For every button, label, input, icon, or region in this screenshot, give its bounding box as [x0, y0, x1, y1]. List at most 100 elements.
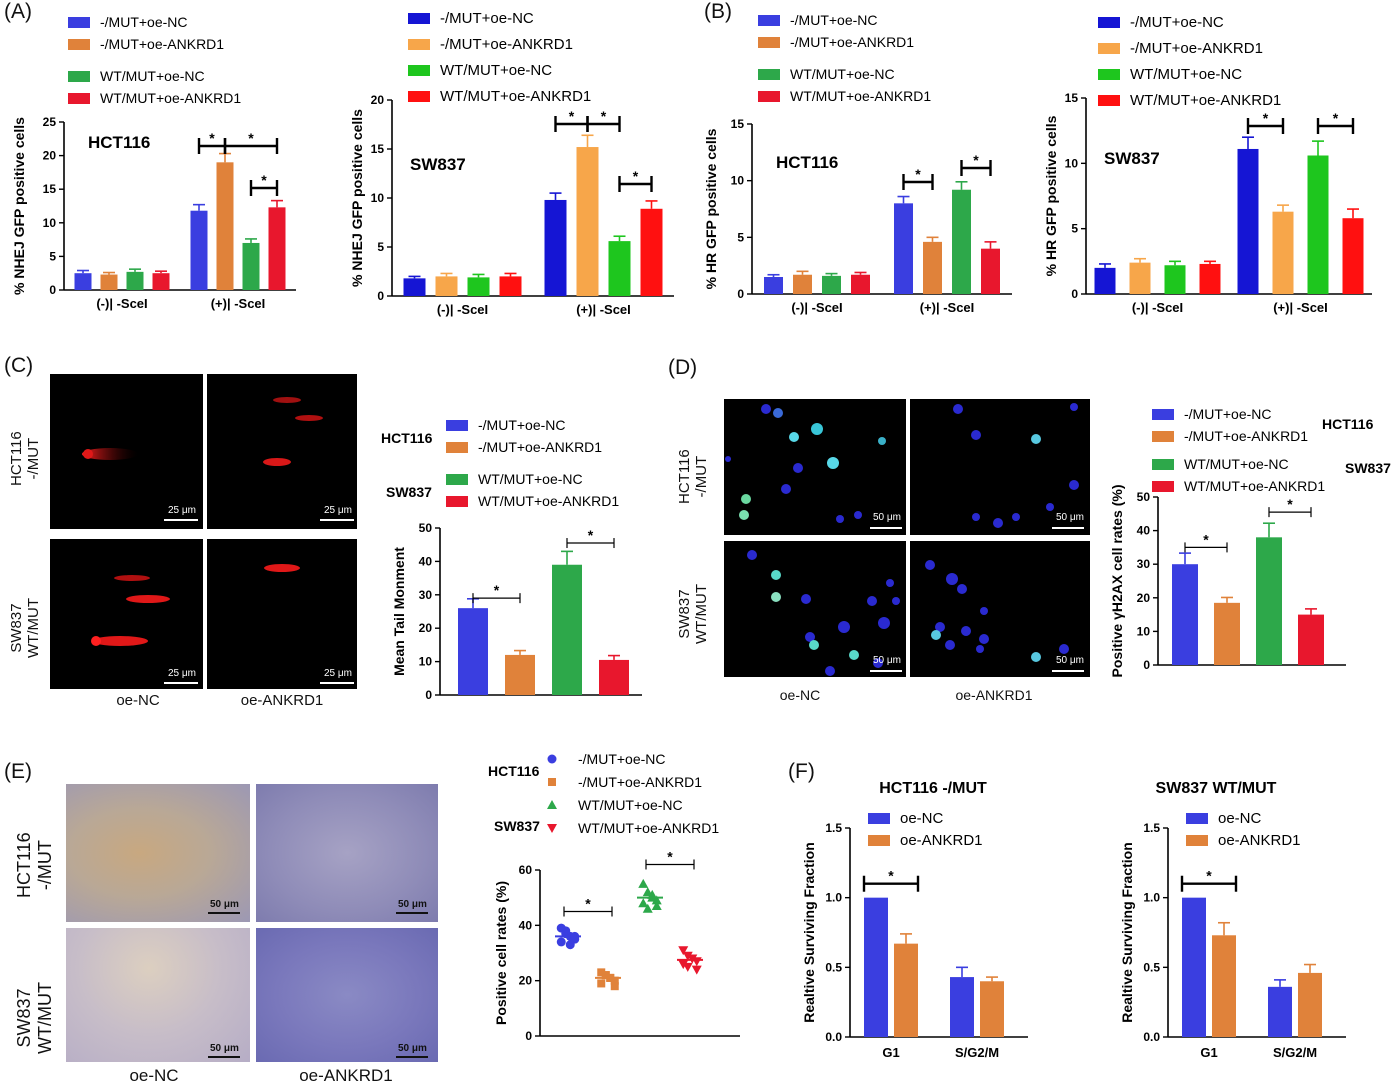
legend-swatch	[1098, 17, 1120, 28]
y-tick-label: 20	[1137, 591, 1151, 605]
significance-star: *	[1206, 868, 1212, 884]
x-tick-label: (+)| -SceI	[211, 296, 266, 311]
y-tick-label: 0.0	[1143, 1030, 1160, 1044]
scale-bar	[870, 527, 902, 529]
legend-label: -/MUT+oe-ANKRD1	[1130, 40, 1263, 57]
legend-label: WT/MUT+oe-ANKRD1	[790, 88, 931, 104]
y-tick-label: 0	[1071, 287, 1078, 301]
y-tick-label: 0.5	[1143, 960, 1160, 974]
legend-label: oe-NC	[1218, 810, 1262, 827]
legend-label: -/MUT+oe-NC	[478, 417, 566, 433]
legend-swatch	[446, 496, 468, 507]
x-tick-label: G1	[882, 1045, 899, 1060]
legend-swatch	[446, 442, 468, 453]
col-label-oe-ankrd1: oe-ANKRD1	[299, 1066, 393, 1085]
scale-label: 25 μm	[324, 505, 352, 516]
scale-label: 50 μm	[398, 899, 427, 910]
bar	[1164, 265, 1186, 294]
significance-star: *	[248, 130, 254, 146]
bar	[981, 248, 1000, 294]
y-tick-label: 40	[1137, 524, 1151, 538]
cell-line-label: HCT116	[381, 430, 433, 446]
significance-star: *	[601, 108, 607, 124]
x-tick-label: S/G2/M	[955, 1045, 999, 1060]
scale-bar	[396, 1056, 428, 1058]
col-label-oe-nc: oe-NC	[129, 1066, 179, 1085]
bar	[216, 162, 234, 290]
bar	[608, 241, 631, 296]
legend-swatch	[758, 69, 780, 80]
ihc-image-hct116-oe-nc	[66, 784, 250, 922]
if-image-hct116-oe-nc	[724, 399, 906, 535]
legend-label: WT/MUT+oe-NC	[790, 66, 895, 82]
y-tick-label: 15	[43, 182, 57, 196]
legend-swatch	[68, 17, 90, 28]
data-point	[597, 979, 606, 988]
bar	[764, 277, 783, 294]
legend-swatch	[408, 65, 430, 76]
bar	[1307, 155, 1329, 294]
bar	[864, 897, 888, 1037]
bar	[793, 274, 812, 294]
y-tick-label: 10	[43, 216, 57, 230]
y-tick-label: 1.5	[825, 821, 842, 835]
bar	[1172, 564, 1198, 665]
y-tick-label: 50	[419, 521, 433, 535]
y-tick-label: 15	[371, 142, 385, 156]
significance-star: *	[588, 527, 594, 543]
y-tick-label: 0	[377, 289, 384, 303]
bar	[435, 276, 458, 296]
data-point	[597, 968, 606, 977]
col-label-oe-ankrd1: oe-ANKRD1	[240, 692, 324, 709]
scale-bar	[870, 670, 902, 672]
y-tick-label: 30	[1137, 557, 1151, 571]
legend-label: WT/MUT+oe-ANKRD1	[100, 90, 241, 106]
cell-line-label: HCT116	[488, 763, 540, 779]
scale-label: 25 μm	[168, 505, 196, 516]
bar	[268, 207, 286, 290]
legend-swatch	[408, 39, 430, 50]
legend-swatch	[408, 13, 430, 24]
legend-label: WT/MUT+oe-NC	[100, 68, 205, 84]
row-label-sw837: SW837 WT/MUT	[676, 584, 710, 644]
bar	[544, 199, 567, 296]
data-point	[678, 946, 689, 956]
legend-swatch	[758, 15, 780, 26]
x-tick-label: (-)| -SceI	[96, 296, 147, 311]
y-tick-label: 10	[1065, 156, 1079, 170]
legend-swatch	[758, 91, 780, 102]
y-tick-label: 50	[1137, 490, 1151, 504]
y-tick-label: 0	[425, 688, 432, 702]
legend-swatch	[1152, 459, 1174, 470]
legend-swatch	[868, 835, 890, 846]
bar	[458, 608, 488, 695]
scale-bar	[1052, 670, 1084, 672]
legend-label: WT/MUT+oe-ANKRD1	[478, 493, 619, 509]
y-tick-label: 25	[43, 115, 57, 129]
bar	[126, 271, 144, 290]
legend-label: oe-ANKRD1	[900, 832, 983, 849]
bar	[403, 278, 426, 296]
y-axis-label: % NHEJ GFP positive cells	[349, 109, 365, 287]
data-point	[638, 898, 649, 908]
legend-label: -/MUT+oe-NC	[790, 12, 878, 28]
bar	[100, 274, 118, 290]
legend-swatch	[1186, 813, 1208, 824]
bar	[1199, 263, 1221, 294]
panel-letter-f: (F)	[788, 760, 815, 783]
data-point	[610, 976, 619, 985]
col-label-oe-ankrd1: oe-ANKRD1	[955, 687, 1033, 703]
scale-label: 50 μm	[1056, 655, 1084, 666]
legend-swatch	[1098, 69, 1120, 80]
ihc-image-hct116-oe-ankrd1	[256, 784, 438, 922]
legend-label: -/MUT+oe-ANKRD1	[440, 36, 573, 53]
significance-star: *	[209, 130, 215, 146]
x-tick-label: S/G2/M	[1273, 1045, 1317, 1060]
bar	[1268, 986, 1292, 1037]
legend-swatch	[408, 91, 430, 102]
bar	[1182, 897, 1206, 1037]
bar	[1256, 537, 1282, 665]
data-point	[651, 900, 662, 910]
significance-star: *	[915, 166, 921, 182]
